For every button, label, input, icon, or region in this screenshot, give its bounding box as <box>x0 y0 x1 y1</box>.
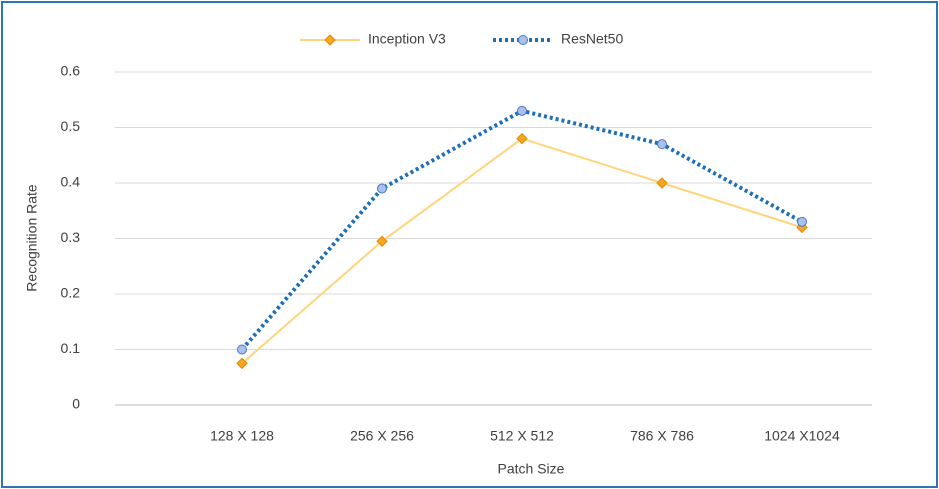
marker <box>236 357 248 370</box>
x-tick-label: 256 X 256 <box>350 428 414 444</box>
y-axis-label: Recognition Rate <box>24 184 40 292</box>
y-tick-label: 0 <box>72 396 80 412</box>
marker <box>657 139 667 150</box>
y-tick-label: 0.6 <box>61 63 81 79</box>
legend-label: Inception V3 <box>368 31 446 47</box>
x-axis-label: Patch Size <box>498 461 565 477</box>
y-tick-label: 0.4 <box>61 174 81 190</box>
marker <box>656 177 668 189</box>
marker <box>518 35 528 45</box>
y-tick-label: 0.1 <box>61 340 81 356</box>
marker <box>517 105 527 116</box>
y-tick-label: 0.2 <box>61 285 81 301</box>
marker <box>797 216 807 227</box>
x-tick-label: 786 X 786 <box>630 428 694 444</box>
y-tick-label: 0.3 <box>61 229 81 245</box>
marker <box>324 34 336 46</box>
legend-label: ResNet50 <box>561 31 623 47</box>
y-tick-label: 0.5 <box>61 118 81 134</box>
x-tick-label: 512 X 512 <box>490 428 554 444</box>
x-tick-label: 128 X 128 <box>210 428 274 444</box>
marker <box>516 132 528 145</box>
x-tick-label: 1024 X1024 <box>764 428 840 444</box>
marker <box>376 235 388 247</box>
marker <box>377 183 387 194</box>
marker <box>237 344 247 355</box>
